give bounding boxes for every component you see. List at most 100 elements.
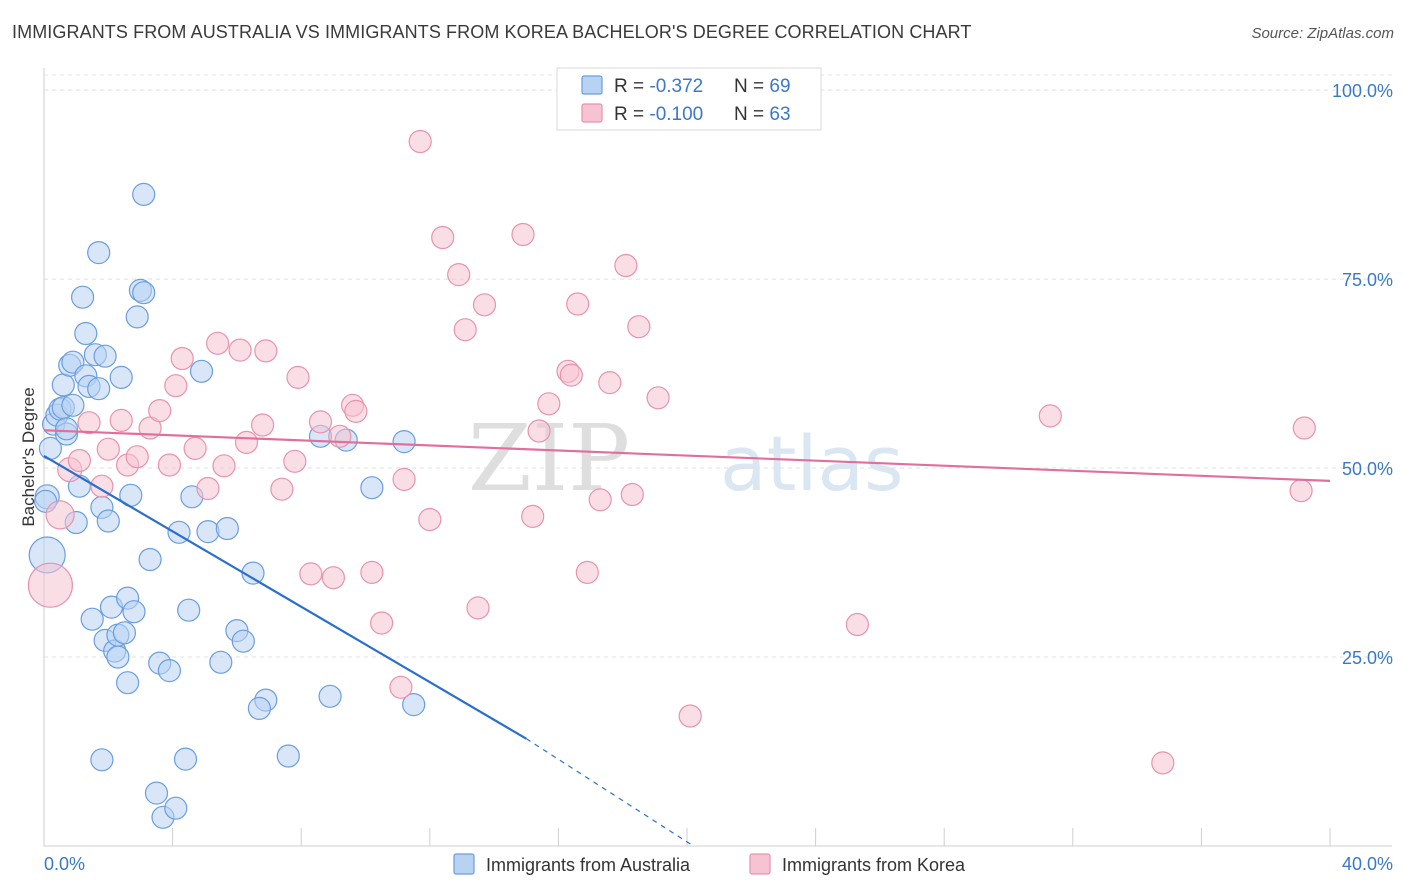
legend-australia-r-value: -0.372	[649, 76, 703, 97]
point-korea	[212, 454, 236, 478]
svg-text:R = -0.100: R = -0.100	[614, 104, 703, 125]
point-korea	[408, 129, 432, 154]
point-korea	[321, 566, 345, 590]
point-australia	[157, 658, 181, 683]
y-tick-label: 25.0%	[1342, 648, 1393, 668]
point-korea	[308, 410, 333, 434]
point-korea	[466, 596, 490, 620]
point-korea	[418, 507, 442, 532]
point-australia	[112, 621, 137, 645]
point-australia	[109, 365, 133, 389]
point-korea	[521, 504, 545, 529]
point-korea	[45, 500, 75, 530]
point-korea	[1151, 751, 1175, 775]
trend-line-australia-extension	[525, 738, 694, 847]
point-korea	[170, 346, 194, 371]
point-australia	[318, 684, 342, 708]
point-korea	[566, 292, 590, 316]
y-tick-label: 75.0%	[1342, 270, 1393, 290]
point-korea	[286, 365, 310, 389]
point-korea	[96, 437, 120, 461]
point-australia	[90, 748, 114, 772]
point-australia	[51, 373, 75, 397]
tick-labels: 25.0% 50.0% 75.0% 100.0% 0.0% 40.0%	[44, 81, 1393, 874]
legend-korea-r-label: R =	[614, 104, 649, 125]
point-korea	[537, 392, 561, 416]
point-korea	[1038, 404, 1062, 428]
trend-line-korea	[43, 429, 1331, 483]
trend-line-australia	[43, 455, 527, 740]
point-korea	[614, 253, 638, 278]
point-australia	[122, 600, 146, 624]
point-australia	[54, 417, 79, 441]
point-korea	[27, 562, 74, 608]
point-korea	[109, 408, 133, 432]
point-korea	[598, 371, 622, 395]
point-australia	[132, 182, 156, 206]
legend-korea-n-label: N =	[734, 104, 769, 125]
chart-source: Source: ZipAtlas.com	[1251, 25, 1394, 42]
svg-text:N = 69: N = 69	[734, 76, 791, 97]
bottom-legend-swatch-australia	[453, 853, 475, 875]
point-australia	[247, 696, 271, 721]
point-korea	[1289, 479, 1313, 503]
point-korea	[447, 263, 471, 287]
legend-korea-n-value: 63	[769, 104, 790, 125]
point-korea	[392, 467, 416, 491]
bottom-legend-swatch-korea	[749, 853, 771, 875]
point-australia	[61, 393, 85, 417]
legend-swatch-australia	[581, 75, 603, 95]
point-korea	[453, 318, 477, 342]
point-australia	[196, 519, 220, 544]
point-australia	[132, 281, 156, 305]
point-australia	[209, 650, 233, 674]
point-australia	[360, 476, 384, 500]
point-korea	[370, 611, 394, 635]
svg-text:N = 63: N = 63	[734, 104, 791, 125]
point-korea	[360, 560, 384, 585]
x-tick-label: 40.0%	[1342, 854, 1393, 874]
point-australia	[173, 747, 198, 771]
point-korea	[575, 560, 599, 585]
point-australia	[138, 547, 162, 572]
point-australia	[189, 359, 214, 383]
y-axis-label: Bachelor's Degree	[19, 387, 38, 526]
trend-lines	[43, 429, 1331, 847]
svg-text:R = -0.372: R = -0.372	[614, 76, 703, 97]
point-korea	[299, 562, 323, 586]
point-korea	[77, 411, 101, 435]
y-tick-label: 100.0%	[1332, 81, 1393, 101]
point-australia	[87, 377, 111, 401]
point-korea	[125, 445, 149, 469]
point-australia	[177, 598, 201, 622]
point-korea	[67, 448, 92, 473]
point-korea	[228, 338, 252, 362]
point-australia	[70, 285, 95, 309]
series-korea-points	[27, 129, 1316, 775]
point-korea	[254, 339, 278, 363]
bottom-legend-label-australia: Immigrants from Australia	[486, 855, 691, 875]
point-korea	[90, 474, 114, 498]
point-australia	[231, 629, 255, 653]
legend-korea-r-value: -0.100	[649, 104, 703, 125]
point-korea	[646, 386, 670, 410]
point-australia	[402, 692, 426, 717]
point-australia	[87, 241, 111, 265]
point-korea	[251, 413, 275, 437]
point-korea	[431, 225, 455, 250]
legend-australia-r-label: R =	[614, 76, 649, 97]
legend-australia-n-value: 69	[769, 76, 790, 97]
point-korea	[283, 449, 307, 473]
point-korea	[511, 222, 535, 247]
chart-title: IMMIGRANTS FROM AUSTRALIA VS IMMIGRANTS …	[12, 22, 972, 42]
legend-australia-n-label: N =	[734, 76, 769, 97]
point-australia	[276, 744, 300, 768]
point-korea	[183, 436, 207, 460]
point-australia	[392, 430, 416, 454]
point-australia	[215, 516, 239, 541]
legend-swatch-korea	[581, 103, 603, 123]
point-australia	[115, 671, 140, 695]
point-korea	[559, 363, 583, 387]
point-australia	[164, 796, 188, 820]
